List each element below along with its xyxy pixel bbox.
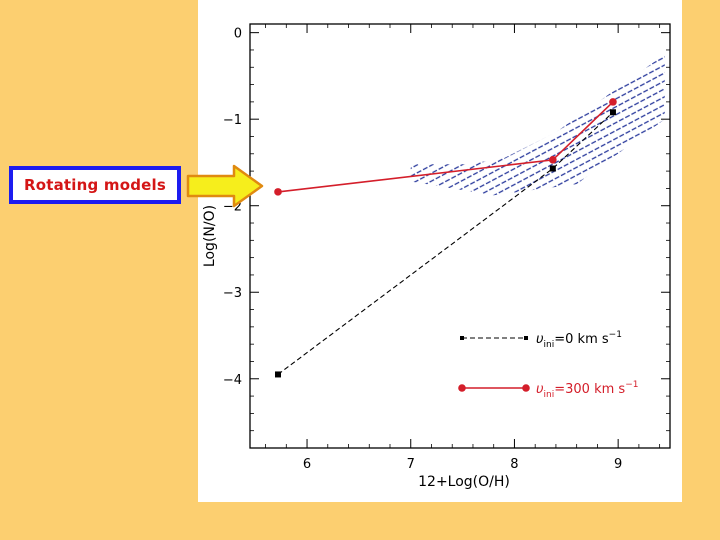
series-vini-0-line: [277, 111, 614, 375]
plot-frame: [249, 23, 671, 449]
x-tick-label: 6: [303, 457, 311, 472]
legend-entry-vini-300-marker: [458, 384, 466, 392]
series-vini-0-point: [275, 371, 281, 378]
x-tick-label: 9: [614, 457, 622, 472]
y-tick-label: −1: [223, 113, 242, 128]
right-arrow-icon: [186, 164, 264, 208]
observed-hatched-region: [410, 54, 665, 196]
y-tick-label: −3: [223, 286, 242, 301]
legend-entry-vini-300-marker: [522, 384, 530, 392]
series-vini-0-point: [609, 109, 616, 116]
chart-svg: 6 7 8 90−1−2−3−4 12+Log(O/H) Log(N/O) υini=…: [202, 23, 671, 490]
legend-entry-vini-0-label: υini=0 km s−1: [536, 330, 622, 350]
legend: υini=0 km s−1 υini=300 km s−1: [458, 330, 638, 400]
series-vini-300-point: [274, 188, 282, 196]
legend-entry-vini-300-label: υini=300 km s−1: [536, 380, 638, 400]
axis-layer: 6 7 8 90−1−2−3−4: [223, 24, 670, 472]
arrow-shape: [186, 164, 264, 208]
y-axis-label: Log(N/O): [202, 205, 218, 267]
series-vini-0-point: [549, 165, 556, 172]
x-axis-label: 12+Log(O/H): [418, 474, 510, 490]
series-vini-300-point: [609, 98, 617, 106]
chart-figure: 6 7 8 9 0 −1 −2 −3 −4 12+Log(O/H) Log(N/O) υini=…: [198, 0, 682, 502]
y-tick-label: −4: [223, 373, 242, 388]
plot-layer: [274, 54, 665, 378]
callout-label: Rotating models: [23, 176, 166, 194]
rotating-models-callout: Rotating models: [9, 166, 181, 204]
legend-entry-vini-0-marker: [524, 336, 528, 340]
series-vini-300-point: [549, 156, 557, 164]
x-tick-label: 7: [407, 457, 415, 472]
x-tick-label: 8: [510, 457, 518, 472]
y-tick-label: 0: [234, 27, 242, 42]
legend-entry-vini-0-marker: [460, 336, 464, 340]
